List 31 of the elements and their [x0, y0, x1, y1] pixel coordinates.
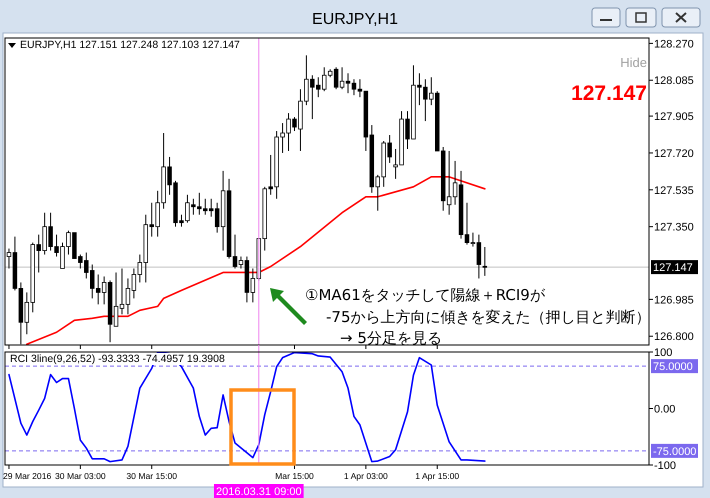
annotation: Hide — [620, 55, 647, 70]
y-tick-label: 127.535 — [654, 184, 694, 197]
candlestick — [482, 246, 488, 276]
y-tick-label: 0.00 — [654, 404, 676, 416]
ref-line-label: 75.0000 — [653, 361, 693, 374]
y-tick-label: 128.270 — [654, 38, 694, 50]
y-tick-label: 127.720 — [654, 148, 694, 160]
y-tick-label: 126.800 — [654, 331, 694, 344]
x-tick-label: 30 Mar 03:00 — [55, 471, 106, 481]
x-tick-label: 29 Mar 2016 — [3, 471, 52, 481]
x-tick-label: Mar 15:00 — [275, 471, 314, 481]
annotation: 127.147 — [571, 82, 647, 105]
chart-subtitle: RCI 3line(9,26,52) -93.3333 -74.4957 19.3908 — [10, 353, 225, 365]
x-tick-label: 1 Apr 15:00 — [415, 471, 460, 481]
x-tick-label: 1 Apr 03:00 — [344, 471, 388, 481]
line-series — [8, 352, 486, 462]
y-tick-label: 126.985 — [654, 294, 694, 306]
annotation: ①MA61をタッチして陽線＋RCI9が — [305, 286, 546, 304]
x-tick-label: 30 Mar 15:00 — [126, 471, 178, 481]
ref-line-label: 127.147 — [653, 262, 693, 274]
y-tick-label: 100 — [654, 347, 672, 359]
chart-subtitle: EURJPY,H1 127.151 127.248 127.103 127.147 — [20, 39, 240, 51]
ref-line-label: 2016.03.31 09:00 — [216, 486, 302, 498]
y-tick-label: 127.905 — [654, 111, 694, 124]
ref-line-label: -75.0000 — [653, 446, 696, 458]
y-tick-label: 128.085 — [654, 75, 694, 88]
y-tick-label: 127.350 — [654, 222, 694, 234]
line-series — [26, 176, 486, 345]
annotation: -75から上方向に傾きを変えた（押し目と判断） — [326, 308, 650, 326]
y-tick-label: -100 — [654, 460, 676, 472]
chart-title: EURJPY,H1 — [312, 11, 398, 28]
